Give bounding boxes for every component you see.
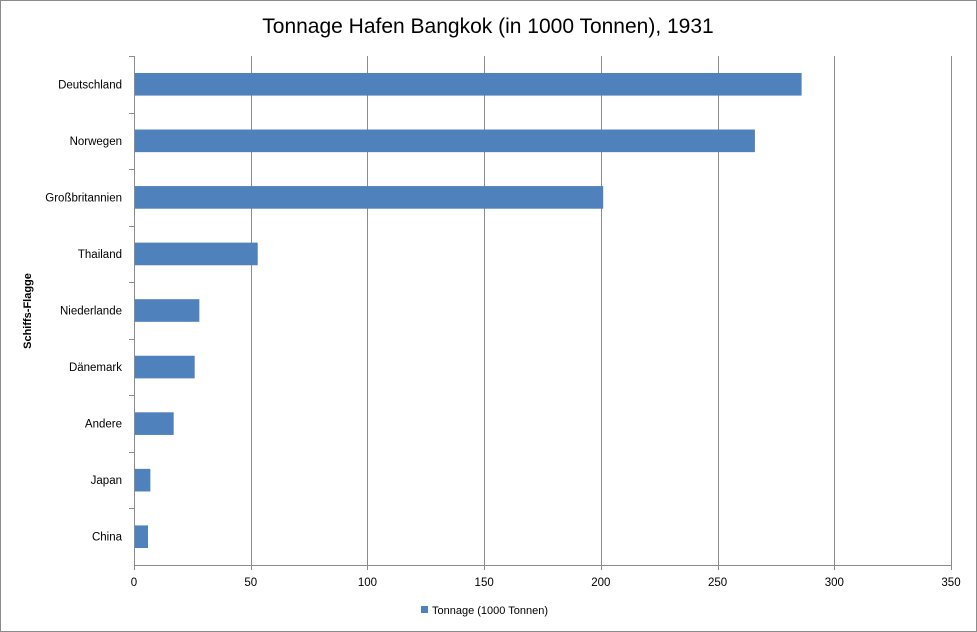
- x-tick-label-300: 300: [825, 577, 844, 589]
- x-tick-label-50: 50: [244, 577, 257, 589]
- legend: Tonnage (1000 Tonnen): [421, 605, 548, 617]
- y-axis-title: Schiffs-Flagge: [22, 273, 34, 349]
- chart-title: Tonnage Hafen Bangkok (in 1000 Tonnen), …: [262, 15, 713, 38]
- category-label-7: Andere: [85, 419, 122, 431]
- x-tick-labels: 0 50 100 150 200 250 300 350: [131, 577, 961, 589]
- category-label-5: Niederlande: [60, 306, 122, 318]
- bar-9: [134, 525, 149, 549]
- category-label-6: Dänemark: [69, 362, 122, 374]
- category-label-2: Norwegen: [70, 136, 122, 148]
- bar-3: [134, 186, 604, 209]
- category-label-4: Thailand: [78, 249, 122, 261]
- x-tick-label-0: 0: [131, 577, 137, 589]
- x-tick-label-200: 200: [591, 577, 610, 589]
- bar-5: [134, 299, 200, 322]
- category-label-1: Deutschland: [58, 79, 122, 91]
- bar-7: [134, 412, 174, 435]
- legend-label: Tonnage (1000 Tonnen): [432, 605, 548, 617]
- bars: [134, 72, 802, 549]
- bar-2: [134, 129, 755, 153]
- axes: [134, 56, 951, 566]
- x-tick-label-100: 100: [358, 577, 377, 589]
- category-label-8: Japan: [91, 475, 122, 487]
- x-tick-label-150: 150: [475, 577, 494, 589]
- x-tick-label-250: 250: [708, 577, 727, 589]
- x-tick-label-350: 350: [941, 577, 960, 589]
- bar-4: [134, 242, 258, 266]
- category-label-9: China: [92, 532, 123, 544]
- bar-8: [134, 468, 151, 492]
- bar-1: [134, 72, 802, 96]
- category-label-3: Großbritannien: [45, 192, 122, 204]
- legend-swatch: [421, 606, 428, 613]
- bar-6: [134, 355, 195, 379]
- category-labels: Deutschland Norwegen Großbritannien Thailan…: [45, 79, 122, 543]
